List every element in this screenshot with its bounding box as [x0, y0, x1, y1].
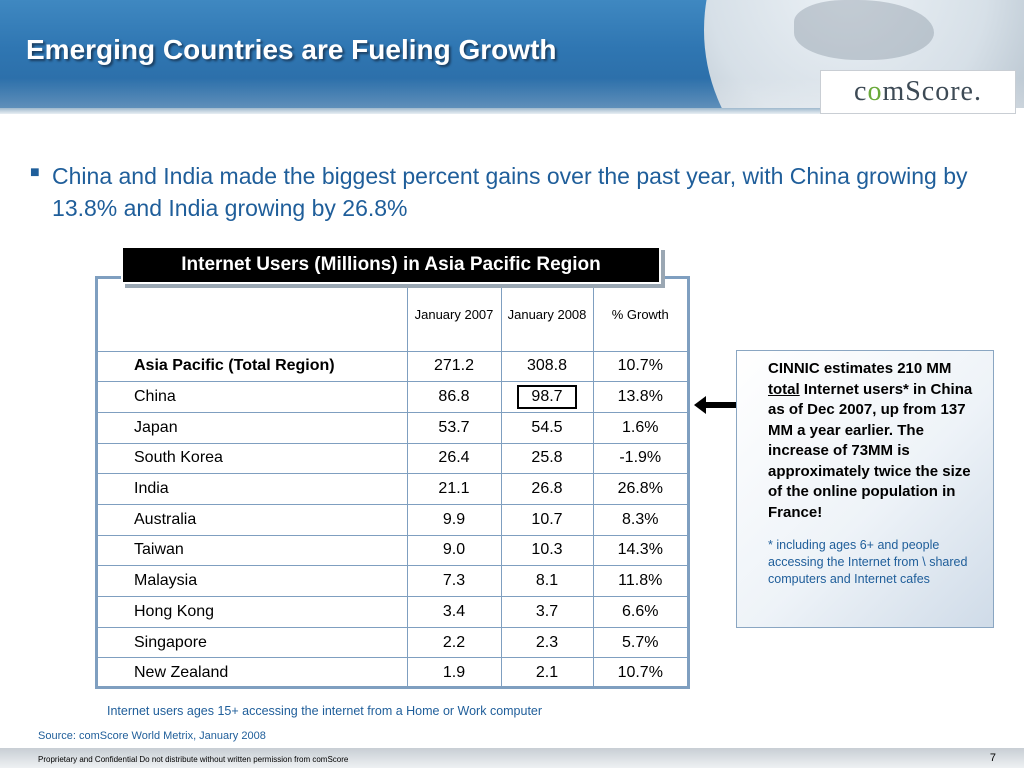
- jan-2007-cell: 26.4: [406, 442, 502, 475]
- table-caption: Internet Users (Millions) in Asia Pacifi…: [121, 246, 661, 284]
- jan-2008-cell: 98.7: [500, 381, 594, 413]
- growth-cell: 5.7%: [592, 626, 687, 659]
- table-row: India 21.1 26.8 26.8%: [98, 473, 687, 505]
- table-row: Hong Kong 3.4 3.7 6.6%: [98, 596, 687, 628]
- table-row: Asia Pacific (Total Region) 271.2 308.8 10.…: [98, 350, 687, 383]
- header-growth: % Growth: [592, 279, 687, 352]
- table-row: New Zealand 1.9 2.1 10.7%: [98, 657, 687, 689]
- jan-2007-cell: 86.8: [406, 381, 502, 413]
- region-cell: New Zealand: [98, 657, 408, 689]
- logo-text: comScore.: [854, 76, 982, 107]
- globe-landmass: [794, 0, 934, 60]
- growth-cell: 1.6%: [592, 411, 687, 444]
- growth-cell: -1.9%: [592, 442, 687, 475]
- callout-text-end: Internet users* in China as of Dec 2007,…: [768, 380, 973, 521]
- slide-title: Emerging Countries are Fueling Growth: [26, 34, 557, 65]
- region-cell: China: [98, 381, 408, 413]
- growth-cell: 10.7%: [592, 350, 687, 383]
- region-cell: Japan: [98, 411, 408, 444]
- table-header-row: January 2007 January 2008 % Growth: [98, 279, 687, 352]
- jan-2007-cell: 1.9: [406, 657, 502, 689]
- growth-cell: 13.8%: [592, 381, 687, 413]
- table-row: Malaysia 7.3 8.1 11.8%: [98, 565, 687, 597]
- jan-2008-cell: 10.7: [500, 503, 594, 536]
- jan-2008-cell: 26.8: [500, 473, 594, 505]
- jan-2008-cell: 25.8: [500, 442, 594, 475]
- bullet-square-icon: ■: [30, 164, 40, 181]
- jan-2008-cell: 308.8: [500, 350, 594, 383]
- logo-o-mark: o: [867, 76, 883, 107]
- table-row: Australia 9.9 10.7 8.3%: [98, 503, 687, 536]
- header-rule: [0, 108, 826, 114]
- growth-cell: 14.3%: [592, 534, 687, 567]
- jan-2008-cell: 3.7: [500, 596, 594, 628]
- footer-bar: [0, 748, 1024, 768]
- region-cell: Singapore: [98, 626, 408, 659]
- callout-text: CINNIC estimates 210 MM total Internet u…: [768, 359, 979, 523]
- highlighted-value: 98.7: [517, 385, 577, 410]
- callout-text-start: CINNIC estimates 210 MM: [768, 360, 952, 377]
- header-region: [98, 279, 408, 352]
- table-row: China 86.8 98.7 13.8%: [98, 381, 687, 413]
- jan-2007-cell: 9.0: [406, 534, 502, 567]
- region-cell: South Korea: [98, 442, 408, 475]
- jan-2008-cell: 10.3: [500, 534, 594, 567]
- callout-underlined-word: total: [768, 380, 800, 398]
- jan-2008-cell: 2.3: [500, 626, 594, 659]
- table-row: Japan 53.7 54.5 1.6%: [98, 411, 687, 444]
- table-footnote: Internet users ages 15+ accessing the in…: [107, 704, 543, 718]
- header-jan-2007: January 2007: [406, 279, 502, 352]
- bullet-point: ■ China and India made the biggest perce…: [30, 160, 990, 224]
- growth-cell: 10.7%: [592, 657, 687, 689]
- jan-2007-cell: 3.4: [406, 596, 502, 628]
- table-row: Taiwan 9.0 10.3 14.3%: [98, 534, 687, 567]
- left-arrow-icon: [694, 396, 736, 414]
- growth-cell: 11.8%: [592, 565, 687, 597]
- region-cell: Asia Pacific (Total Region): [98, 350, 408, 383]
- jan-2007-cell: 271.2: [406, 350, 502, 383]
- jan-2007-cell: 53.7: [406, 411, 502, 444]
- growth-cell: 6.6%: [592, 596, 687, 628]
- header-jan-2008: January 2008: [500, 279, 594, 352]
- internet-users-table: January 2007 January 2008 % Growth Asia …: [95, 276, 690, 689]
- jan-2008-cell: 54.5: [500, 411, 594, 444]
- table-row: South Korea 26.4 25.8 -1.9%: [98, 442, 687, 475]
- region-cell: Australia: [98, 503, 408, 536]
- cinnic-callout: CINNIC estimates 210 MM total Internet u…: [736, 350, 994, 628]
- confidential-notice: Proprietary and Confidential Do not dist…: [38, 755, 349, 764]
- region-cell: Taiwan: [98, 534, 408, 567]
- table-body: Asia Pacific (Total Region) 271.2 308.8 10.…: [98, 350, 687, 689]
- callout-note: * including ages 6+ and people accessing…: [768, 538, 968, 586]
- jan-2007-cell: 7.3: [406, 565, 502, 597]
- jan-2008-cell: 8.1: [500, 565, 594, 597]
- jan-2007-cell: 21.1: [406, 473, 502, 505]
- bullet-text: China and India made the biggest percent…: [52, 163, 968, 221]
- table-row: Singapore 2.2 2.3 5.7%: [98, 626, 687, 659]
- region-cell: Malaysia: [98, 565, 408, 597]
- region-cell: Hong Kong: [98, 596, 408, 628]
- region-cell: India: [98, 473, 408, 505]
- jan-2008-cell: 2.1: [500, 657, 594, 689]
- jan-2007-cell: 2.2: [406, 626, 502, 659]
- source-note: Source: comScore World Metrix, January 2…: [38, 730, 266, 742]
- page-number: 7: [989, 752, 996, 764]
- growth-cell: 8.3%: [592, 503, 687, 536]
- jan-2007-cell: 9.9: [406, 503, 502, 536]
- growth-cell: 26.8%: [592, 473, 687, 505]
- comscore-logo: comScore.: [820, 70, 1016, 114]
